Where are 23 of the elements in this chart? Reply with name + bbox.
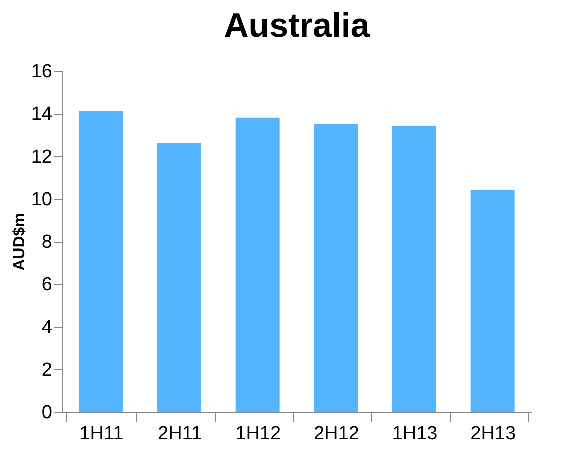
- y-tick-label: 6: [42, 274, 52, 296]
- y-tick-label: 16: [31, 62, 52, 82]
- y-axis-title: AUD$m: [11, 213, 28, 271]
- y-tick-label: 0: [42, 402, 52, 424]
- bar: [314, 124, 358, 412]
- x-tick-label: 2H11: [158, 424, 202, 444]
- x-tick-label: 2H13: [470, 424, 516, 444]
- chart-title: Australia: [224, 7, 371, 45]
- bar: [79, 111, 124, 412]
- y-tick-label: 2: [42, 360, 52, 381]
- y-tick-label: 14: [31, 104, 53, 126]
- x-tick-label: 1H12: [236, 424, 282, 444]
- x-tick-label: 1H11: [80, 424, 124, 444]
- bar: [236, 118, 280, 412]
- y-tick-label: 12: [31, 146, 52, 168]
- x-tick-label: 2H12: [314, 424, 360, 444]
- y-tick-label: 4: [42, 317, 53, 338]
- y-tick-label: 8: [42, 232, 52, 253]
- bar: [392, 126, 436, 412]
- x-tick-label: 1H13: [392, 424, 438, 444]
- bar: [470, 190, 515, 412]
- bar: [158, 143, 202, 412]
- y-tick-label: 10: [31, 189, 52, 210]
